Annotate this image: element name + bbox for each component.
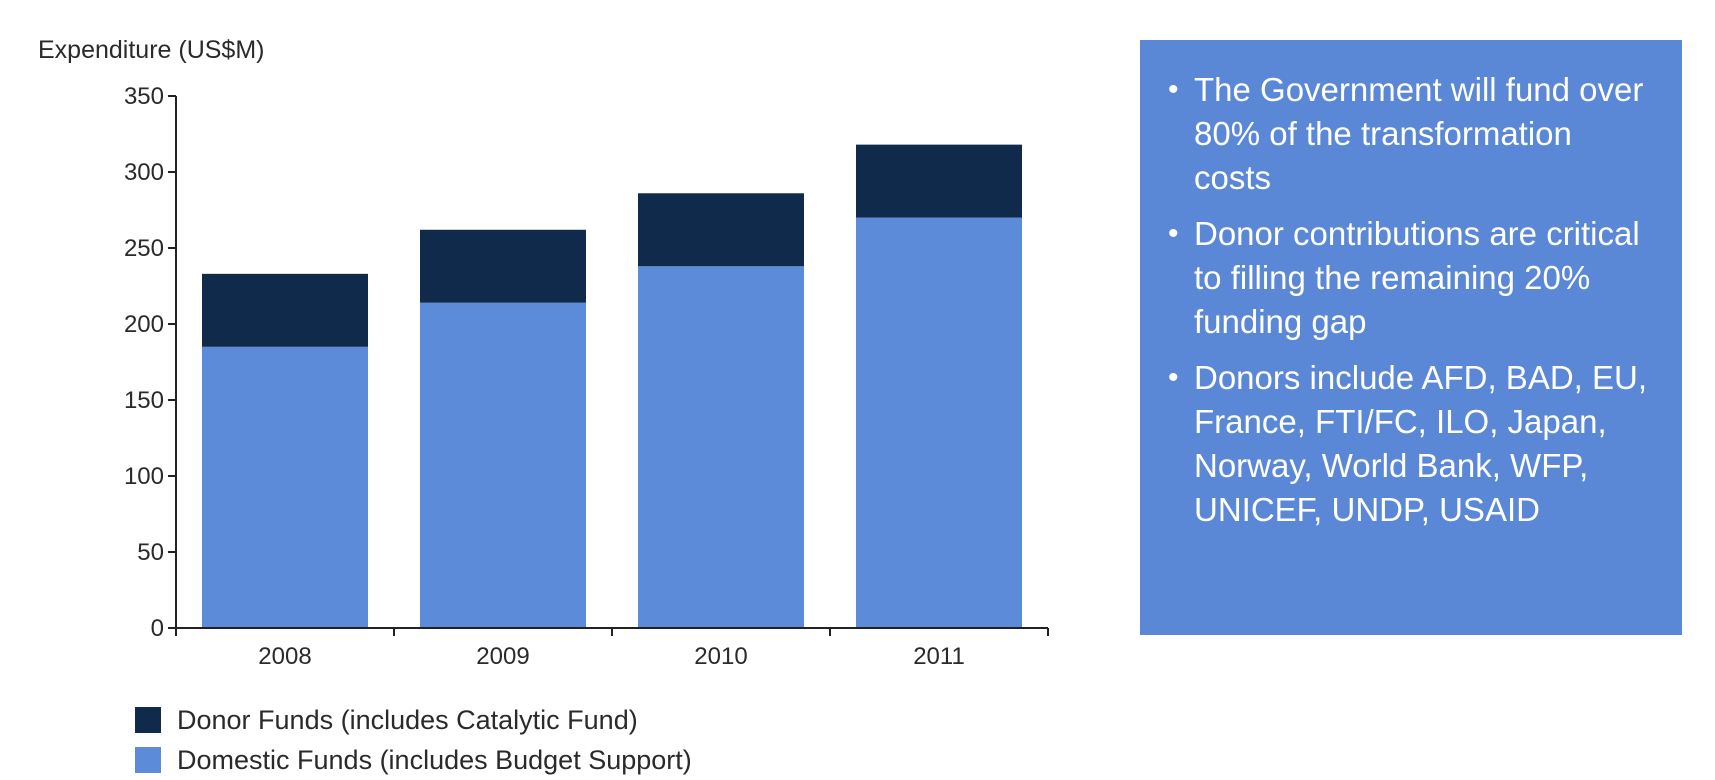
stacked-bar-chart: Expenditure (US$M) 0 50 100 150 200 250 300 350… xyxy=(38,36,1049,670)
bullet-text: Donors include AFD, BAD, EU, France, FTI… xyxy=(1194,359,1648,528)
y-tick-label: 50 xyxy=(137,539,164,566)
bullet-text: The Government will fund over 80% of the… xyxy=(1194,71,1644,196)
bullet-text: Donor contributions are critical to fill… xyxy=(1194,215,1640,340)
legend: Donor Funds (includes Catalytic Fund) Do… xyxy=(135,700,692,780)
bar-2010-donor xyxy=(638,193,804,267)
legend-item-donor: Donor Funds (includes Catalytic Fund) xyxy=(135,700,692,740)
bar-2010-domestic xyxy=(638,266,804,628)
y-tick-label: 150 xyxy=(124,387,164,414)
bar-2011-domestic xyxy=(856,217,1022,628)
x-tick-label: 2009 xyxy=(476,643,529,670)
bullet-item: • Donors include AFD, BAD, EU, France, FT… xyxy=(1168,356,1656,532)
y-tick-label: 100 xyxy=(124,463,164,490)
bar-2011-donor xyxy=(856,144,1022,218)
y-tick-label: 300 xyxy=(124,159,164,186)
x-tick-label: 2010 xyxy=(694,643,747,670)
x-axis: 2008 2009 2010 2011 xyxy=(175,627,1049,670)
legend-swatch-donor xyxy=(135,707,161,733)
bar-2008-donor xyxy=(202,273,368,347)
legend-label-domestic: Domestic Funds (includes Budget Support) xyxy=(177,744,692,775)
y-axis-title: Expenditure (US$M) xyxy=(38,36,264,64)
legend-label-donor: Donor Funds (includes Catalytic Fund) xyxy=(177,704,638,735)
bullet-dot: • xyxy=(1168,361,1179,394)
x-tick-label: 2011 xyxy=(913,643,965,670)
bar-2008-domestic xyxy=(202,346,368,628)
bars xyxy=(202,144,1022,628)
bullet-item: • The Government will fund over 80% of th… xyxy=(1168,68,1656,200)
x-tick-label: 2008 xyxy=(258,643,311,670)
legend-swatch-domestic xyxy=(135,747,161,773)
y-tick-label: 0 xyxy=(151,615,164,642)
y-tick-label: 200 xyxy=(124,311,164,338)
y-tick-label: 250 xyxy=(124,235,164,262)
bullet-dot: • xyxy=(1168,73,1179,106)
bar-2009-domestic xyxy=(420,302,586,628)
bar-2009-donor xyxy=(420,229,586,303)
legend-item-domestic: Domestic Funds (includes Budget Support) xyxy=(135,740,692,780)
bullet-list: • The Government will fund over 80% of th… xyxy=(1168,68,1656,532)
bullet-item: • Donor contributions are critical to fil… xyxy=(1168,212,1656,344)
info-panel: • The Government will fund over 80% of th… xyxy=(1140,40,1682,635)
bullet-dot: • xyxy=(1168,217,1179,250)
y-tick-label: 350 xyxy=(124,83,164,110)
y-axis: 0 50 100 150 200 250 300 350 xyxy=(124,83,177,642)
